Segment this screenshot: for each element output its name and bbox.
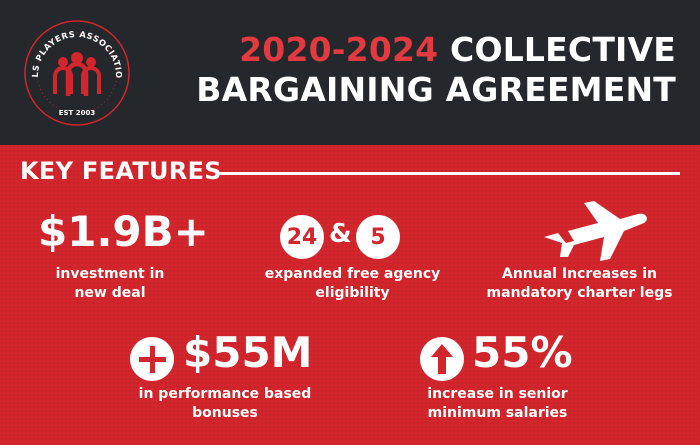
free-agency-badge-24: 24 bbox=[280, 215, 324, 259]
features-panel: KEY FEATURES $1.9B+ investment in new de… bbox=[0, 145, 700, 445]
salary-increase-value: 55% bbox=[472, 328, 573, 377]
mlspa-logo: MLS PLAYERS ASSOCIATION EST 2003 bbox=[22, 18, 130, 126]
svg-text:MLS PLAYERS ASSOCIATION: MLS PLAYERS ASSOCIATION bbox=[22, 18, 124, 79]
page-title: 2020-2024 COLLECTIVE BARGAINING AGREEMEN… bbox=[176, 30, 676, 110]
section-title: KEY FEATURES bbox=[20, 157, 222, 185]
salary-increase-caption: increase in senior minimum salaries bbox=[427, 386, 568, 421]
logo-est: EST 2003 bbox=[59, 109, 96, 117]
up-arrow-icon bbox=[420, 337, 464, 381]
title-line2: BARGAINING AGREEMENT bbox=[196, 70, 676, 109]
logo-org-name: MLS PLAYERS ASSOCIATION bbox=[22, 18, 123, 79]
title-years: 2020-2024 bbox=[239, 30, 439, 69]
title-line1: COLLECTIVE bbox=[450, 30, 676, 69]
ampersand: & bbox=[329, 219, 352, 249]
bonus-value: $55M bbox=[183, 328, 313, 377]
charter-caption: Annual Increases in mandatory charter le… bbox=[486, 266, 673, 301]
investment-value: $1.9B+ bbox=[38, 207, 209, 256]
divider bbox=[218, 172, 680, 175]
airplane-icon bbox=[544, 201, 647, 261]
bonus-caption: in performance based bonuses bbox=[138, 386, 312, 421]
free-agency-caption: expanded free agency eligibility bbox=[264, 266, 441, 301]
investment-caption: investment in new deal bbox=[55, 266, 165, 301]
header-band: MLS PLAYERS ASSOCIATION EST 2003 2020-20… bbox=[0, 0, 700, 145]
plus-icon bbox=[130, 337, 174, 381]
free-agency-badge-5: 5 bbox=[356, 215, 400, 259]
